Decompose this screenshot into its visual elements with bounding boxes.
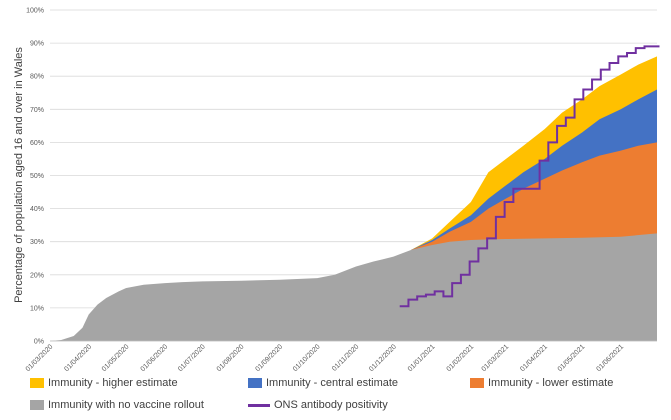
legend-swatch-ons xyxy=(248,403,270,407)
legend-item-higher: Immunity - higher estimate xyxy=(30,377,178,389)
legend-label-no-vaccine: Immunity with no vaccine rollout xyxy=(48,399,204,411)
x-tick-label: 01/02/2021 xyxy=(446,343,476,372)
y-tick-label: 80% xyxy=(30,74,44,81)
legend-item-no-vaccine: Immunity with no vaccine rollout xyxy=(30,399,204,411)
legend-label-ons: ONS antibody positivity xyxy=(274,399,388,411)
x-tick-label: 01/12/2020 xyxy=(368,343,398,372)
legend-label-higher: Immunity - higher estimate xyxy=(48,377,178,389)
x-tick-label: 01/07/2020 xyxy=(177,343,207,372)
x-tick-label: 01/06/2021 xyxy=(595,343,625,372)
y-tick-label: 50% xyxy=(30,173,44,180)
x-tick-label: 01/01/2021 xyxy=(407,343,437,372)
y-tick-label: 70% xyxy=(30,107,44,114)
x-tick-label: 01/10/2020 xyxy=(292,343,322,372)
y-tick-label: 20% xyxy=(30,272,44,279)
y-axis-label: Percentage of population aged 16 and ove… xyxy=(13,47,25,303)
line-layer xyxy=(399,45,660,308)
x-tick-label: 01/03/2021 xyxy=(481,343,511,372)
x-tick-label: 01/03/2020 xyxy=(25,343,55,372)
legend-swatch-central xyxy=(248,378,262,388)
y-tick-label: 10% xyxy=(30,305,44,312)
x-tick-label: 01/04/2020 xyxy=(63,343,93,372)
chart: 0% 10% 20% 30% 40% 50% 60% 70% 80% 90% 100% 01/03/2… xyxy=(13,8,660,372)
x-tick-label: 01/05/2021 xyxy=(557,343,587,372)
x-tick-label: 01/09/2020 xyxy=(254,343,284,372)
legend-item-ons: ONS antibody positivity xyxy=(248,399,388,411)
y-tick-label: 100% xyxy=(26,8,44,15)
x-tick-label: 01/05/2020 xyxy=(101,343,131,372)
x-tick-label: 01/04/2021 xyxy=(519,343,549,372)
y-tick-label: 30% xyxy=(30,239,44,246)
y-tick-label: 0% xyxy=(34,339,44,346)
legend: Immunity - higher estimate Immunity - ce… xyxy=(0,372,671,416)
y-tick-label: 40% xyxy=(30,206,44,213)
legend-label-lower: Immunity - lower estimate xyxy=(488,377,614,389)
y-tick-label: 90% xyxy=(30,41,44,48)
legend-swatch-higher xyxy=(30,378,44,388)
area-layer xyxy=(50,56,657,342)
legend-item-lower: Immunity - lower estimate xyxy=(470,377,613,389)
y-tick-label: 60% xyxy=(30,140,44,147)
legend-item-central: Immunity - central estimate xyxy=(248,377,398,389)
legend-label-central: Immunity - central estimate xyxy=(266,377,399,389)
line-ons-antibody-positivity xyxy=(399,45,660,308)
legend-swatch-no-vaccine xyxy=(30,400,44,410)
x-tick-label: 01/06/2020 xyxy=(140,343,170,372)
x-tick-label: 01/11/2020 xyxy=(331,343,360,372)
legend-swatch-lower xyxy=(470,378,484,388)
area-no-vaccine xyxy=(50,233,657,341)
x-tick-label: 01/08/2020 xyxy=(216,343,246,372)
